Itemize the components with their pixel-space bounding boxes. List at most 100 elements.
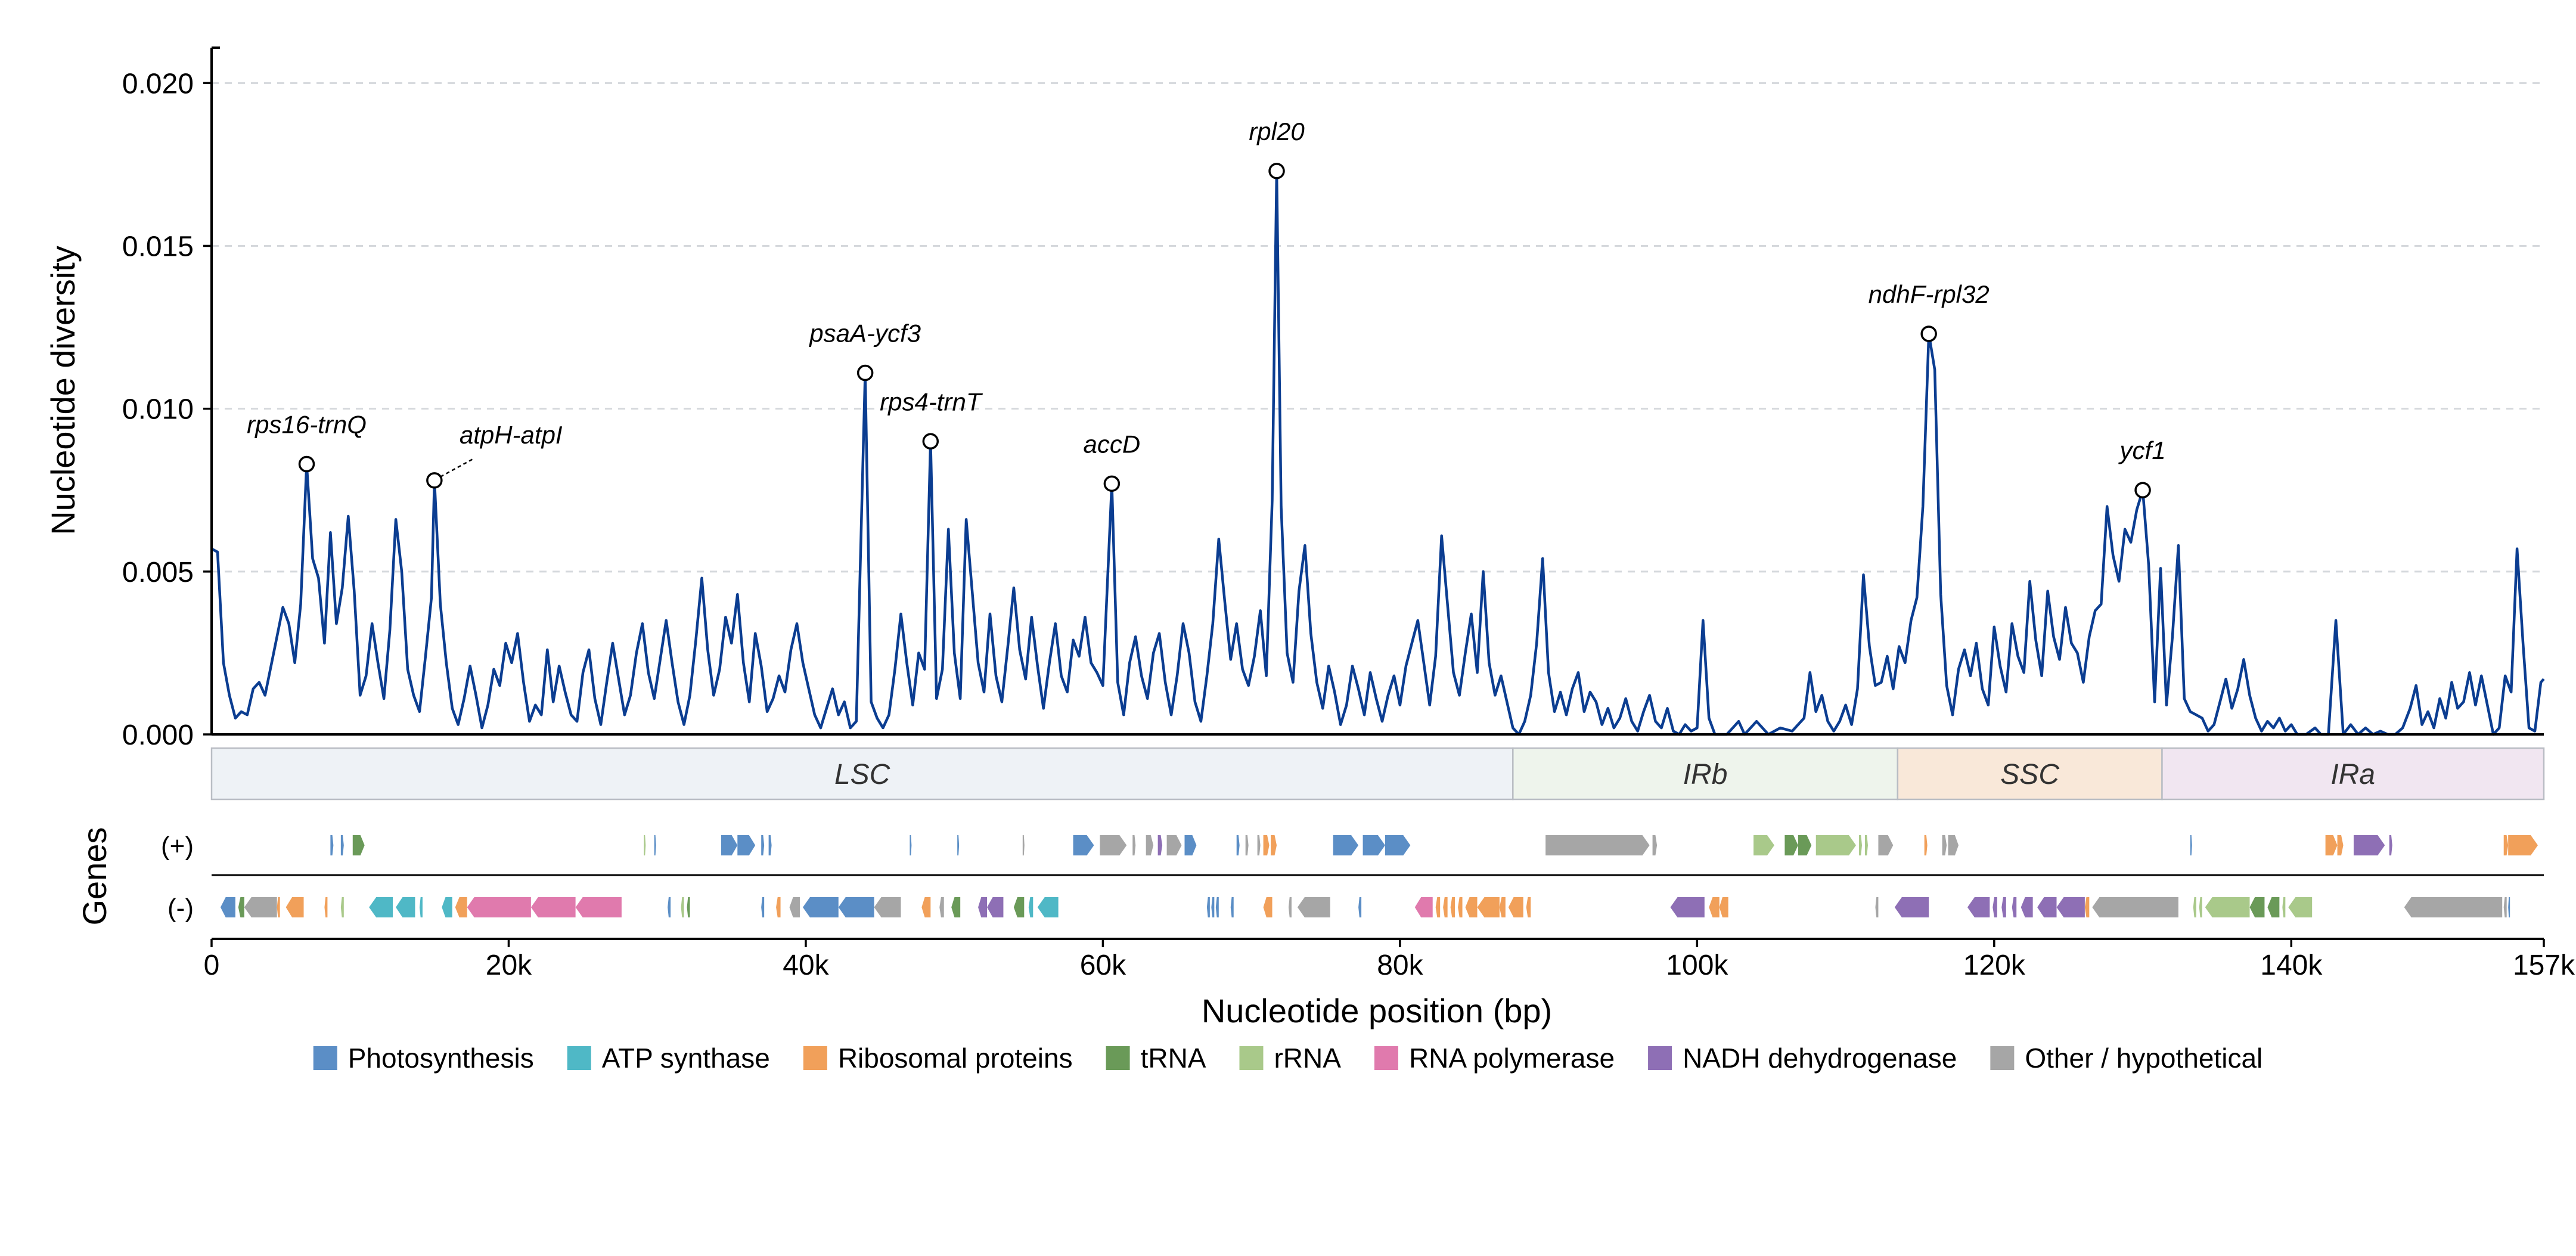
- gene-arrow: [1784, 835, 1798, 855]
- gene-arrow: [1942, 835, 1947, 855]
- peak-label: rpl20: [1249, 117, 1305, 145]
- gene-arrow: [2001, 897, 2006, 917]
- peak-marker: [2134, 482, 2151, 498]
- peak-marker: [922, 433, 939, 450]
- y-tick-label: 0.000: [122, 720, 194, 751]
- legend-label: rRNA: [1274, 1043, 1341, 1074]
- gene-arrow: [1100, 835, 1127, 855]
- gene-arrow: [1458, 897, 1463, 917]
- region-label: SSC: [2000, 759, 2059, 790]
- legend-swatch: [1648, 1046, 1672, 1070]
- gene-arrow: [1184, 835, 1197, 855]
- gene-arrow: [1263, 897, 1273, 917]
- gene-arrow: [1297, 897, 1330, 917]
- legend-label: RNA polymerase: [1409, 1043, 1615, 1074]
- x-tick-label: 60k: [1080, 950, 1126, 981]
- gene-arrow: [644, 835, 646, 855]
- gene-arrow: [1508, 897, 1523, 917]
- gene-tracks: (+) (-): [161, 832, 2544, 923]
- gene-arrow: [951, 897, 961, 917]
- gene-arrow: [2249, 897, 2265, 917]
- gene-arrow: [396, 897, 415, 917]
- gene-arrow: [1652, 835, 1658, 855]
- gene-arrow: [1465, 897, 1478, 917]
- gene-arrow: [2282, 897, 2286, 917]
- gene-arrow: [1450, 897, 1455, 917]
- gene-arrow: [1864, 835, 1868, 855]
- gene-arrow: [737, 835, 756, 855]
- legend-label: tRNA: [1141, 1043, 1206, 1074]
- y-tick-label: 0.010: [122, 394, 194, 426]
- peak-label: rps4-trnT: [880, 387, 983, 415]
- gene-arrow: [1924, 835, 1928, 855]
- peak-marker: [1920, 325, 1937, 342]
- gene-arrow: [1526, 897, 1531, 917]
- x-tick-label: 100k: [1666, 950, 1728, 981]
- gene-arrow: [1363, 835, 1385, 855]
- gene-arrow: [2190, 835, 2192, 855]
- gene-arrow: [1670, 897, 1705, 917]
- gene-arrow: [2325, 835, 2338, 855]
- gene-arrow: [1443, 897, 1448, 917]
- gene-arrow: [442, 897, 452, 917]
- legend-label: Photosynthesis: [348, 1043, 534, 1074]
- gene-arrow: [324, 897, 328, 917]
- gene-arrow: [1992, 897, 1997, 917]
- y-axis-title: Nucleotide diversity: [44, 246, 82, 535]
- x-tick-label: 20k: [486, 950, 532, 981]
- peak-label: atpH-atpI: [460, 421, 563, 449]
- y-tick-label: 0.020: [122, 68, 194, 100]
- region-block: [210, 747, 1514, 801]
- gene-arrow: [352, 835, 365, 855]
- gene-arrow: [1132, 835, 1136, 855]
- y-tick-label: 0.015: [122, 231, 194, 262]
- gene-arrow: [530, 897, 576, 917]
- gene-arrow: [1499, 897, 1506, 917]
- peak-label: accD: [1084, 430, 1141, 458]
- legend-label: ATP synthase: [602, 1043, 770, 1074]
- gene-arrow: [776, 897, 781, 917]
- peak-annotations: rps16-trnQ atpH-atpI psaA-ycf3 rps4-trnT acc…: [247, 117, 2166, 498]
- legend-swatch: [803, 1046, 827, 1070]
- gene-arrow: [2267, 897, 2280, 917]
- gene-arrow: [978, 897, 988, 917]
- legend-label: Other / hypothetical: [2025, 1043, 2262, 1074]
- gene-arrow: [987, 897, 1004, 917]
- gene-arrow: [2353, 835, 2385, 855]
- legend-swatch: [313, 1046, 337, 1070]
- gene-arrow: [939, 897, 944, 917]
- gene-arrow: [2021, 897, 2033, 917]
- axes: 0.000 0.005 0.010 0.015 0.020 0 20k 40k 60k 80k 10…: [122, 46, 2575, 981]
- gene-arrow: [1719, 897, 1728, 917]
- gene-arrow: [1206, 897, 1210, 917]
- gridlines: [212, 82, 2544, 573]
- gene-arrow: [2037, 897, 2057, 917]
- x-tick-label: 157k: [2513, 950, 2575, 981]
- gene-arrow: [2199, 897, 2202, 917]
- gene-arrow: [2193, 897, 2196, 917]
- gene-arrow: [1263, 835, 1270, 855]
- gene-arrow: [369, 897, 393, 917]
- gene-arrow: [957, 835, 960, 855]
- gene-arrow: [1894, 897, 1929, 917]
- gene-arrow: [761, 897, 765, 917]
- gene-arrow: [1477, 897, 1500, 917]
- region-label: IRa: [2330, 759, 2375, 790]
- gene-arrow: [220, 897, 235, 917]
- gene-arrow: [285, 897, 304, 917]
- gene-arrow: [455, 897, 467, 917]
- gene-arrow: [238, 897, 244, 917]
- x-tick-label: 120k: [1963, 950, 2026, 981]
- gene-arrow: [1967, 897, 1990, 917]
- x-axis-title: Nucleotide position (bp): [1202, 992, 1552, 1029]
- gene-arrow: [1815, 835, 1857, 855]
- gene-arrow: [1215, 897, 1219, 917]
- region-label: LSC: [834, 759, 890, 790]
- gene-arrow: [1146, 835, 1154, 855]
- gene-arrow: [2288, 897, 2313, 917]
- region-block: [2161, 747, 2545, 801]
- x-tick-label: 0: [204, 950, 220, 981]
- gene-arrow: [467, 897, 531, 917]
- minus-strand-label: (-): [167, 894, 194, 923]
- gene-arrow: [874, 897, 901, 917]
